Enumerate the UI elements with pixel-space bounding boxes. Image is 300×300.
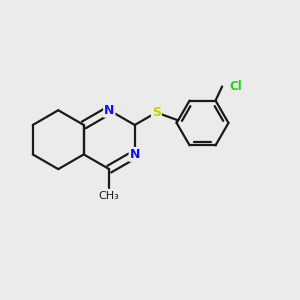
Text: N: N — [104, 104, 114, 117]
Text: N: N — [130, 148, 140, 161]
Text: S: S — [152, 106, 161, 119]
Text: Cl: Cl — [229, 80, 242, 93]
Text: CH₃: CH₃ — [99, 191, 120, 201]
